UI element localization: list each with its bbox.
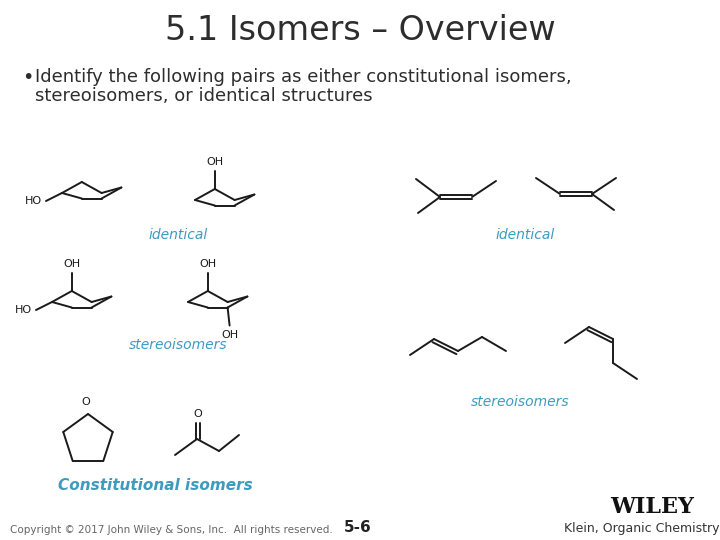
Text: O: O xyxy=(81,397,91,407)
Text: Identify the following pairs as either constitutional isomers,: Identify the following pairs as either c… xyxy=(35,68,572,86)
Text: OH: OH xyxy=(199,259,217,269)
Text: identical: identical xyxy=(148,228,207,242)
Text: stereoisomers: stereoisomers xyxy=(471,395,570,409)
Text: stereoisomers, or identical structures: stereoisomers, or identical structures xyxy=(35,87,373,105)
Text: OH: OH xyxy=(206,157,223,167)
Text: OH: OH xyxy=(221,329,238,340)
Text: OH: OH xyxy=(63,259,81,269)
Text: 5-6: 5-6 xyxy=(344,520,372,535)
Text: Constitutional isomers: Constitutional isomers xyxy=(58,478,253,493)
Text: HO: HO xyxy=(15,305,32,315)
Text: O: O xyxy=(194,409,202,419)
Text: •: • xyxy=(22,68,33,87)
Text: 5.1 Isomers – Overview: 5.1 Isomers – Overview xyxy=(165,14,555,46)
Text: stereoisomers: stereoisomers xyxy=(129,338,228,352)
Text: identical: identical xyxy=(495,228,554,242)
Text: Copyright © 2017 John Wiley & Sons, Inc.  All rights reserved.: Copyright © 2017 John Wiley & Sons, Inc.… xyxy=(10,525,333,535)
Text: Klein, Organic Chemistry 3e: Klein, Organic Chemistry 3e xyxy=(564,522,720,535)
Text: WILEY: WILEY xyxy=(610,496,694,518)
Text: HO: HO xyxy=(25,196,42,206)
